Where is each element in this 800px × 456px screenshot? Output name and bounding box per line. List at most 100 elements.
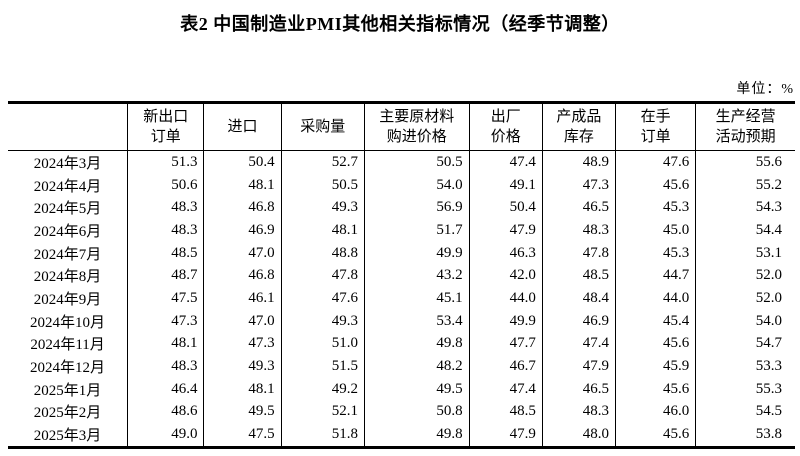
month-cell: 2024年6月	[8, 219, 129, 242]
value-cell: 51.8	[281, 423, 365, 448]
value-cell: 45.0	[615, 219, 697, 242]
table-row: 2025年1月 46.4 48.1 49.2 49.5 47.4 46.5 45.6 55.3	[8, 377, 795, 401]
value-cell: 54.0	[364, 173, 470, 197]
header-finished-goods-inventory: 产成品 库存	[542, 102, 617, 151]
table-row: 2024年7月 48.5 47.0 48.8 49.9 46.3 47.8 45.3 53.1	[8, 241, 795, 265]
value-cell: 50.4	[203, 150, 282, 174]
value-cell: 48.9	[542, 150, 617, 174]
value-cell: 45.1	[364, 287, 470, 310]
value-cell: 47.3	[127, 309, 205, 333]
month-cell: 2024年10月	[8, 309, 129, 333]
table-row: 2024年4月 50.6 48.1 50.5 54.0 49.1 47.3 45.6 55.2	[8, 173, 795, 197]
table-header-row: 新出口 订单 进口 采购量 主要原材料 购进价格 出厂 价格 产成品 库存 在手…	[8, 102, 795, 151]
value-cell: 49.3	[281, 196, 365, 220]
table-row: 2024年6月 48.3 46.9 48.1 51.7 47.9 48.3 45.0 54.4	[8, 219, 795, 242]
value-cell: 48.3	[542, 400, 617, 424]
table-row: 2024年8月 48.7 46.8 47.8 43.2 42.0 48.5 44.7 52.0	[8, 264, 795, 288]
header-purchasing-volume: 采购量	[281, 102, 365, 151]
month-cell: 2025年2月	[8, 400, 129, 424]
value-cell: 47.3	[203, 332, 282, 356]
value-cell: 47.9	[469, 423, 543, 448]
value-cell: 55.3	[755, 380, 782, 397]
value-cell: 51.7	[364, 219, 470, 242]
value-cell: 47.9	[469, 219, 543, 242]
table-row: 2024年12月 48.3 49.3 51.5 48.2 46.7 47.9 45.9 53.3	[8, 355, 795, 378]
value-cell: 47.6	[615, 150, 697, 174]
value-cell: 47.9	[542, 355, 617, 378]
value-cell: 45.6	[615, 423, 697, 448]
value-cell: 46.0	[615, 400, 697, 424]
header-backlog-of-orders: 在手 订单	[615, 102, 697, 151]
value-cell: 48.1	[127, 332, 205, 356]
value-cell: 47.4	[469, 377, 543, 401]
value-cell: 53.1	[755, 244, 782, 261]
value-cell: 48.3	[127, 219, 205, 242]
value-cell: 50.4	[469, 196, 543, 220]
value-cell: 54.3	[755, 199, 782, 216]
header-new-export-orders: 新出口 订单	[127, 102, 205, 151]
value-cell: 53.3	[755, 358, 782, 375]
value-cell: 49.1	[469, 173, 543, 197]
value-cell: 47.8	[542, 241, 617, 265]
value-cell: 48.5	[127, 241, 205, 265]
value-cell: 47.4	[542, 332, 617, 356]
value-cell: 49.8	[364, 423, 470, 448]
value-cell: 55.2	[755, 176, 782, 193]
header-output-prices: 出厂 价格	[469, 102, 543, 151]
value-cell: 52.0	[755, 267, 782, 284]
value-cell: 46.8	[203, 264, 282, 288]
table-row: 2025年2月 48.6 49.5 52.1 50.8 48.5 48.3 46.0 54.5	[8, 400, 795, 424]
month-cell: 2024年9月	[8, 287, 129, 310]
table-row: 2024年5月 48.3 46.8 49.3 56.9 50.4 46.5 45.3 54.3	[8, 196, 795, 220]
value-cell: 53.4	[364, 309, 470, 333]
value-cell: 49.9	[364, 241, 470, 265]
table-row: 2025年3月 49.0 47.5 51.8 49.8 47.9 48.0 45.6 53.8	[8, 423, 795, 448]
value-cell: 48.3	[127, 355, 205, 378]
value-cell: 47.5	[203, 423, 282, 448]
value-cell: 49.9	[469, 309, 543, 333]
month-cell: 2024年11月	[8, 332, 129, 356]
value-cell: 46.8	[203, 196, 282, 220]
value-cell: 48.3	[127, 196, 205, 220]
value-cell: 49.3	[281, 309, 365, 333]
pmi-indicator-table: 新出口 订单 进口 采购量 主要原材料 购进价格 出厂 价格 产成品 库存 在手…	[8, 101, 795, 449]
value-cell: 45.9	[615, 355, 697, 378]
value-cell: 48.1	[281, 219, 365, 242]
value-cell: 47.4	[469, 150, 543, 174]
value-cell: 48.5	[469, 400, 543, 424]
value-cell: 47.6	[281, 287, 365, 310]
value-cell: 54.7	[755, 335, 782, 352]
value-cell: 51.3	[127, 150, 205, 174]
value-cell: 48.5	[542, 264, 617, 288]
value-cell: 47.7	[469, 332, 543, 356]
value-cell: 51.5	[281, 355, 365, 378]
header-imports: 进口	[203, 102, 282, 151]
value-cell: 45.6	[615, 173, 697, 197]
value-cell: 49.5	[203, 400, 282, 424]
value-cell: 50.5	[281, 173, 365, 197]
value-cell: 52.0	[755, 289, 782, 306]
month-cell: 2025年3月	[8, 423, 129, 448]
value-cell: 52.7	[281, 150, 365, 174]
value-cell: 44.0	[469, 287, 543, 310]
value-cell: 46.9	[542, 309, 617, 333]
value-cell: 55.6	[755, 153, 782, 170]
value-cell: 51.0	[281, 332, 365, 356]
table-row: 2024年10月 47.3 47.0 49.3 53.4 49.9 46.9 45.4 54.0	[8, 309, 795, 333]
month-cell: 2024年3月	[8, 150, 129, 174]
table-body: 2024年3月 51.3 50.4 52.7 50.5 47.4 48.9 47.6 55.6 2…	[8, 150, 795, 448]
value-cell: 45.6	[615, 332, 697, 356]
value-cell: 48.4	[542, 287, 617, 310]
value-cell: 47.8	[281, 264, 365, 288]
header-input-prices: 主要原材料 购进价格	[364, 102, 470, 151]
page-title: 表2 中国制造业PMI其他相关指标情况（经季节调整）	[180, 14, 620, 34]
value-cell: 49.2	[281, 377, 365, 401]
value-cell: 46.5	[542, 196, 617, 220]
value-cell: 50.6	[127, 173, 205, 197]
month-cell: 2024年12月	[8, 355, 129, 378]
value-cell: 48.7	[127, 264, 205, 288]
value-cell: 56.9	[364, 196, 470, 220]
unit-label: 单位：%	[736, 82, 794, 97]
value-cell: 47.0	[203, 309, 282, 333]
